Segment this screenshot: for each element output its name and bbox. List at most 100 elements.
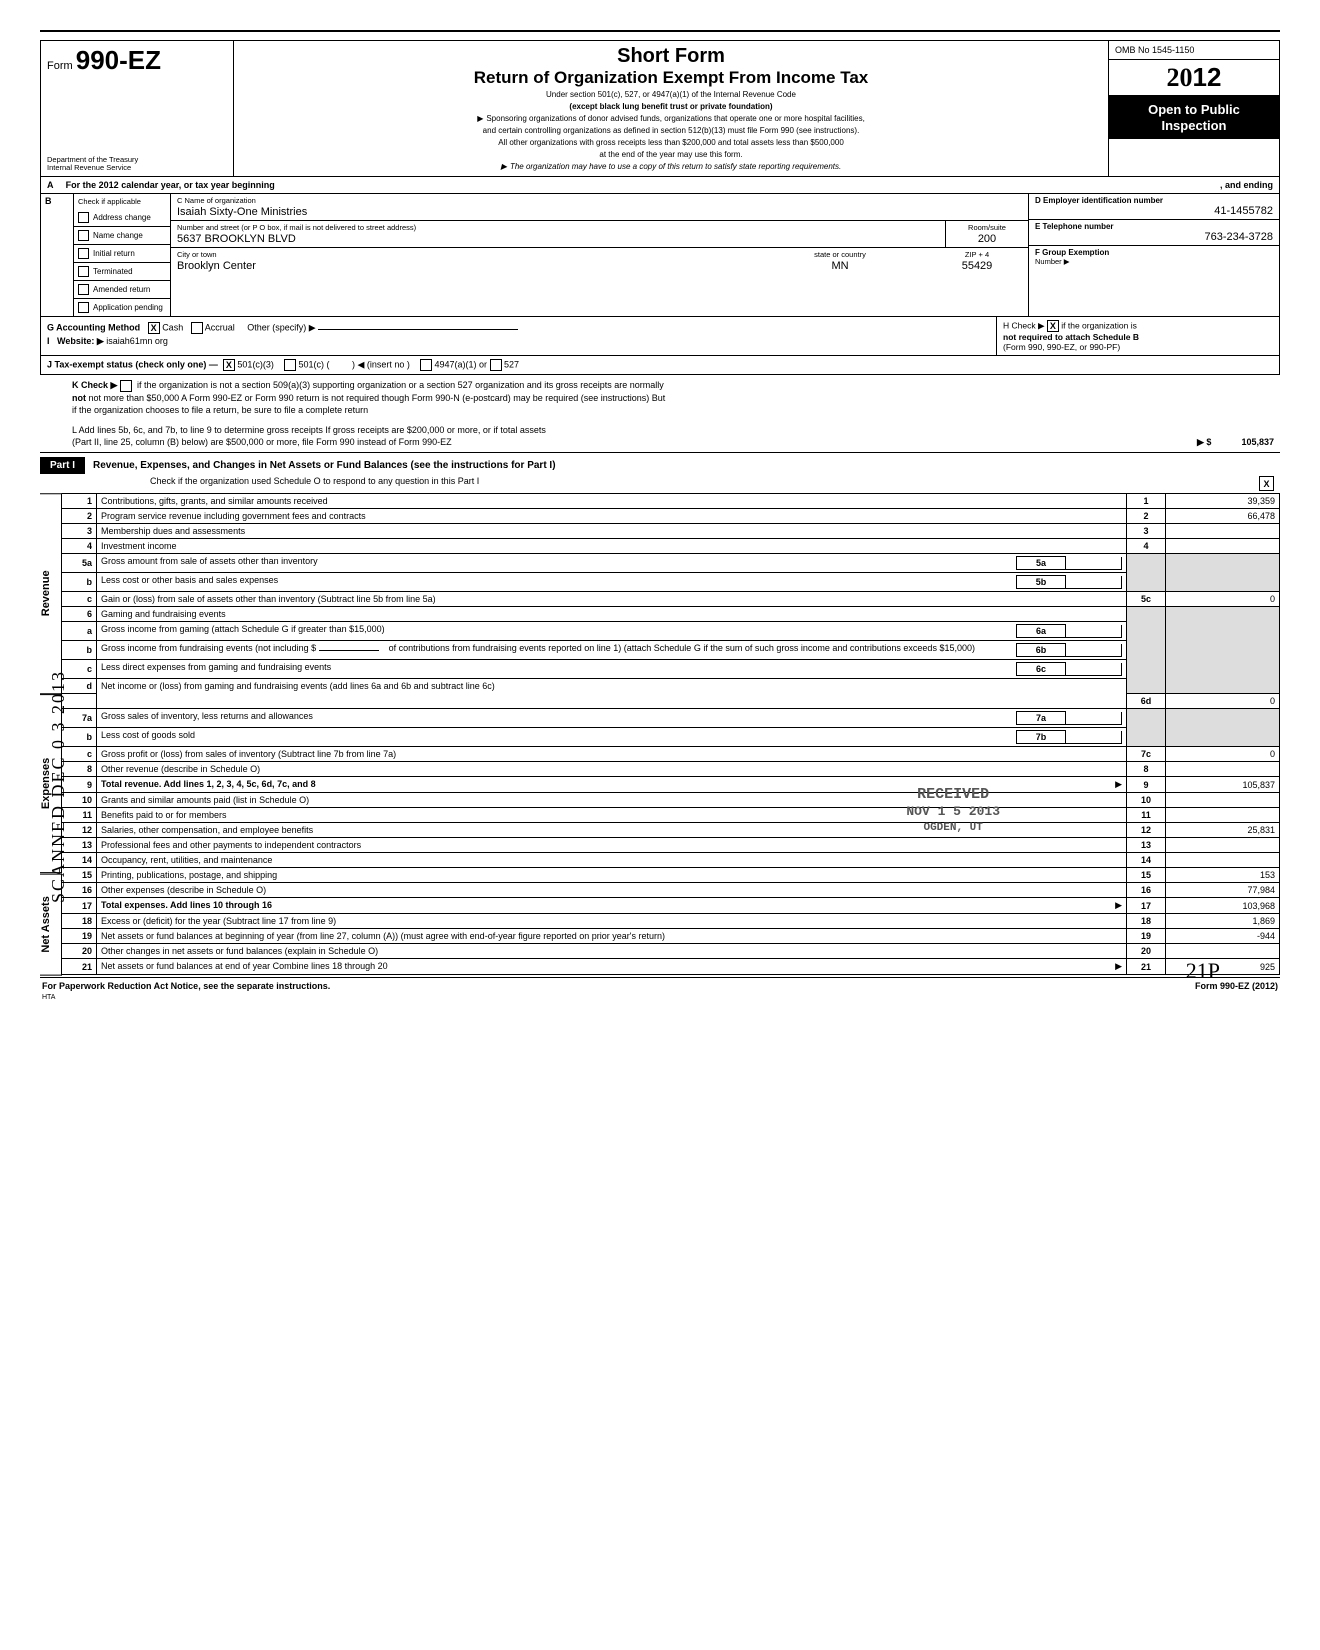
j-527-check[interactable] bbox=[490, 359, 502, 371]
line-21-desc: Net assets or fund balances at end of ye… bbox=[101, 961, 388, 971]
sponsor-line1: Sponsoring organizations of donor advise… bbox=[242, 114, 1100, 124]
header-center: Short Form Return of Organization Exempt… bbox=[234, 41, 1108, 176]
footer-right: Form 990-EZ (2012) bbox=[1195, 981, 1278, 1001]
j-501c-check[interactable] bbox=[284, 359, 296, 371]
line-9-desc: Total revenue. Add lines 1, 2, 3, 4, 5c,… bbox=[101, 779, 316, 789]
chk-address[interactable]: Address change bbox=[74, 209, 170, 227]
chk-pending[interactable]: Application pending bbox=[74, 299, 170, 316]
inner-6b[interactable] bbox=[1066, 644, 1122, 657]
line-3-desc: Membership dues and assessments bbox=[97, 524, 1127, 539]
org-name: Isaiah Sixty-One Ministries bbox=[177, 206, 1022, 218]
website-value: isaiah61mn org bbox=[106, 336, 168, 346]
chk-amended[interactable]: Amended return bbox=[74, 281, 170, 299]
label-b: B bbox=[41, 194, 73, 316]
6b-blank[interactable] bbox=[319, 650, 379, 651]
part1-sub-text: Check if the organization used Schedule … bbox=[150, 476, 479, 491]
handwritten-mark: 21P bbox=[1186, 958, 1220, 984]
city-label: City or town bbox=[177, 250, 748, 259]
checkbox-icon[interactable] bbox=[78, 302, 89, 313]
j-501c3-check[interactable]: X bbox=[223, 359, 235, 371]
line-6a-desc: Gross income from gaming (attach Schedul… bbox=[101, 624, 385, 634]
org-city-row: City or town Brooklyn Center state or co… bbox=[171, 248, 1028, 316]
line-15-desc: Printing, publications, postage, and shi… bbox=[97, 868, 1127, 883]
inner-7b[interactable] bbox=[1066, 731, 1122, 744]
k-t1: if the organization is not a section 509… bbox=[137, 380, 664, 390]
website-label: Website: ▶ bbox=[57, 336, 104, 346]
cash-check[interactable]: X bbox=[148, 322, 160, 334]
h-box: H Check ▶ X if the organization is not r… bbox=[996, 317, 1279, 355]
inner-6c[interactable] bbox=[1066, 663, 1122, 676]
accrual-label: Accrual bbox=[205, 322, 235, 332]
accrual-check[interactable] bbox=[191, 322, 203, 334]
line-6b-desc2: of contributions from fundraising events… bbox=[389, 643, 975, 653]
j-label: J Tax-exempt status (check only one) — bbox=[47, 359, 218, 369]
inner-5a[interactable] bbox=[1066, 557, 1122, 570]
chk-initial[interactable]: Initial return bbox=[74, 245, 170, 263]
d-row: D Employer identification number 41-1455… bbox=[1029, 194, 1279, 220]
line-20: 20Other changes in net assets or fund ba… bbox=[62, 944, 1280, 959]
line-6d: 6d0 bbox=[62, 694, 1280, 709]
k-check[interactable] bbox=[120, 380, 132, 392]
e-label: E Telephone number bbox=[1035, 222, 1273, 231]
received-stamp: RECEIVED NOV 1 5 2013 OGDEN, UT bbox=[906, 785, 1000, 836]
row-a: A For the 2012 calendar year, or tax yea… bbox=[40, 177, 1280, 194]
l-amt: 105,837 bbox=[1241, 437, 1274, 447]
f-row: F Group Exemption Number ▶ bbox=[1029, 246, 1279, 316]
dept-line2: Internal Revenue Service bbox=[47, 164, 227, 172]
chk-terminated[interactable]: Terminated bbox=[74, 263, 170, 281]
part1-check[interactable]: X bbox=[1259, 476, 1274, 491]
line-14: 14Occupancy, rent, utilities, and mainte… bbox=[62, 853, 1280, 868]
mid-7a: 7a bbox=[1016, 711, 1066, 725]
chk-name[interactable]: Name change bbox=[74, 227, 170, 245]
year-prefix: 20 bbox=[1167, 63, 1193, 92]
f-sub: Number ▶ bbox=[1035, 257, 1273, 266]
h-l3: (Form 990, 990-EZ, or 990-PF) bbox=[1003, 342, 1120, 352]
year-suffix: 12 bbox=[1193, 62, 1222, 92]
street-cell: Number and street (or P O box, if mail i… bbox=[171, 221, 945, 247]
line-3: 3Membership dues and assessments3 bbox=[62, 524, 1280, 539]
inner-6a[interactable] bbox=[1066, 625, 1122, 638]
line-18-desc: Excess or (deficit) for the year (Subtra… bbox=[97, 914, 1127, 929]
inner-5b[interactable] bbox=[1066, 576, 1122, 589]
row-a-and: , and ending bbox=[1220, 180, 1273, 190]
ghi-left: G Accounting Method X Cash Accrual Other… bbox=[41, 317, 996, 355]
line-6b: bGross income from fundraising events (n… bbox=[62, 641, 1280, 660]
other-blank[interactable] bbox=[318, 329, 518, 330]
line-10: 10Grants and similar amounts paid (list … bbox=[62, 793, 1280, 808]
checkbox-icon[interactable] bbox=[78, 212, 89, 223]
e-row: E Telephone number 763-234-3728 bbox=[1029, 220, 1279, 246]
mid-5b: 5b bbox=[1016, 575, 1066, 589]
checkbox-icon[interactable] bbox=[78, 284, 89, 295]
line-17: 17Total expenses. Add lines 10 through 1… bbox=[62, 898, 1280, 914]
part1-bar: Part I Revenue, Expenses, and Changes in… bbox=[40, 457, 1280, 474]
checkbox-icon[interactable] bbox=[78, 248, 89, 259]
line-19: 19Net assets or fund balances at beginni… bbox=[62, 929, 1280, 944]
stamp-l3: OGDEN, UT bbox=[906, 821, 1000, 835]
h-l1: H Check ▶ bbox=[1003, 320, 1045, 330]
inner-7a[interactable] bbox=[1066, 712, 1122, 725]
h-check[interactable]: X bbox=[1047, 320, 1059, 332]
line-2-amt: 66,478 bbox=[1166, 509, 1280, 524]
footer: For Paperwork Reduction Act Notice, see … bbox=[40, 977, 1280, 1004]
under-section: Under section 501(c), 527, or 4947(a)(1)… bbox=[242, 90, 1100, 100]
line-7c-amt: 0 bbox=[1166, 747, 1280, 762]
line-17-amt: 103,968 bbox=[1166, 898, 1280, 914]
checkbox-icon[interactable] bbox=[78, 266, 89, 277]
checkbox-icon[interactable] bbox=[78, 230, 89, 241]
form-header: Form 990-EZ Department of the Treasury I… bbox=[40, 40, 1280, 177]
line-13-amt bbox=[1166, 838, 1280, 853]
b-label: Check if applicable bbox=[74, 194, 170, 209]
line-18-amt: 1,869 bbox=[1166, 914, 1280, 929]
sponsor-line3: All other organizations with gross recei… bbox=[242, 138, 1100, 148]
line-18: 18Excess or (deficit) for the year (Subt… bbox=[62, 914, 1280, 929]
line-6d-pre: dNet income or (loss) from gaming and fu… bbox=[62, 679, 1280, 694]
city: Brooklyn Center bbox=[177, 260, 748, 272]
j-4947-check[interactable] bbox=[420, 359, 432, 371]
line-5c: cGain or (loss) from sale of assets othe… bbox=[62, 592, 1280, 607]
i-line: I Website: ▶ isaiah61mn org bbox=[47, 336, 990, 347]
zip: 55429 bbox=[932, 260, 1022, 272]
d-value: 41-1455782 bbox=[1035, 205, 1273, 217]
line-6c-desc: Less direct expenses from gaming and fun… bbox=[101, 662, 331, 672]
line-2: 2Program service revenue including gover… bbox=[62, 509, 1280, 524]
mid-5a: 5a bbox=[1016, 556, 1066, 570]
